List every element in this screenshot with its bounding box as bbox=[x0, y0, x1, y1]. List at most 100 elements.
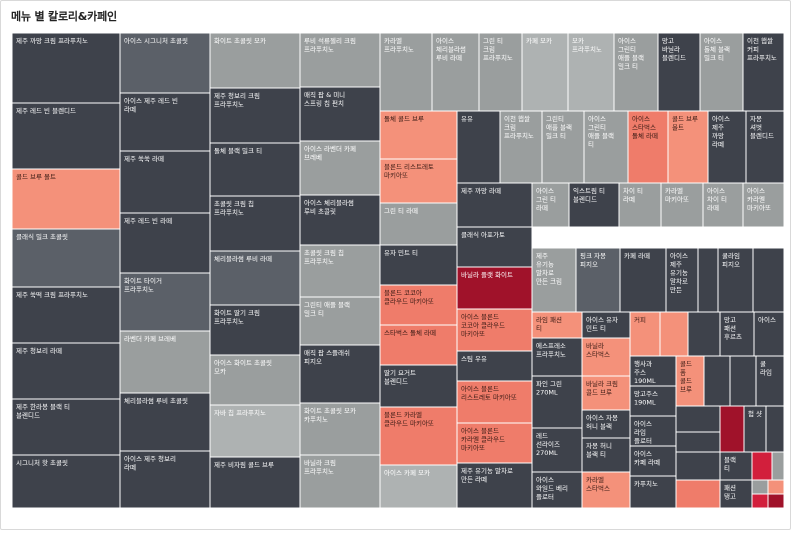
tile-rect[interactable] bbox=[531, 471, 583, 508]
tile-rect[interactable] bbox=[12, 102, 121, 170]
treemap-tile[interactable]: 카페 모카 bbox=[521, 33, 569, 112]
treemap-tile[interactable] bbox=[675, 431, 721, 453]
tile-rect[interactable] bbox=[456, 110, 501, 184]
treemap-tile[interactable]: 콜드 브루 몰트 bbox=[12, 168, 121, 230]
treemap-tile[interactable]: 파인 그린 270ML bbox=[531, 375, 583, 429]
tile-rect[interactable] bbox=[531, 311, 583, 339]
treemap-tile[interactable]: 블론드 리스트레토 마키아또 bbox=[379, 158, 458, 204]
treemap-tile[interactable]: 망고 패션 후르츠 bbox=[719, 311, 755, 357]
treemap-tile[interactable]: 시그니처 핫 초콜릿 bbox=[12, 454, 121, 508]
treemap-tile[interactable]: 매직 팝 스플래쉬 피지오 bbox=[299, 344, 381, 404]
treemap-tile[interactable] bbox=[687, 311, 721, 357]
tile-rect[interactable] bbox=[299, 86, 381, 142]
tile-rect[interactable] bbox=[581, 311, 631, 339]
treemap-tile[interactable]: 라임 패션 티 bbox=[531, 311, 583, 339]
tile-rect[interactable] bbox=[456, 350, 533, 382]
treemap-tile[interactable] bbox=[719, 405, 745, 453]
tile-rect[interactable] bbox=[581, 375, 631, 411]
treemap-tile[interactable]: 아이스 카페 모카 bbox=[379, 464, 458, 508]
treemap-tile[interactable]: 아이스 돌체 블랙 밀크 티 bbox=[699, 33, 744, 112]
tile-rect[interactable] bbox=[619, 247, 667, 313]
treemap-tile[interactable]: 블론드 코코아 클라우드 마키아또 bbox=[379, 284, 458, 326]
tile-rect[interactable] bbox=[12, 33, 121, 104]
treemap-tile[interactable]: 이천 햅쌀 크림 프라푸치노 bbox=[499, 110, 543, 184]
tile-rect[interactable] bbox=[581, 337, 631, 377]
tile-rect[interactable] bbox=[299, 296, 381, 346]
tile-rect[interactable] bbox=[209, 195, 301, 252]
treemap-tile[interactable]: 에스프레소 프라푸치노 bbox=[531, 337, 583, 377]
treemap-tile[interactable]: 유유 bbox=[456, 110, 501, 184]
treemap-tile[interactable]: 쿨 라임 bbox=[755, 355, 784, 407]
tile-rect[interactable] bbox=[771, 451, 784, 481]
treemap-tile[interactable]: 딸기 요거트 블렌디드 bbox=[379, 364, 458, 408]
tile-rect[interactable] bbox=[629, 415, 677, 447]
treemap-tile[interactable]: 제주 유기농 말차로 만든 크림 bbox=[531, 247, 577, 313]
treemap-tile[interactable]: 커피 bbox=[629, 311, 661, 357]
treemap-tile[interactable]: 아이스 체리블라썸 루비 라떼 bbox=[431, 33, 480, 112]
tile-rect[interactable] bbox=[629, 355, 677, 387]
treemap-tile[interactable]: 화이트 초콜릿 모카 카푸치노 bbox=[299, 402, 381, 456]
tile-rect[interactable] bbox=[687, 311, 721, 357]
tile-rect[interactable] bbox=[12, 398, 121, 456]
treemap-tile[interactable]: 아이스 화이트 초콜릿 모카 bbox=[209, 354, 301, 406]
treemap-tile[interactable]: 바닐라 크림 프라푸치노 bbox=[299, 454, 381, 508]
tile-rect[interactable] bbox=[12, 286, 121, 344]
tile-rect[interactable] bbox=[209, 404, 301, 458]
treemap-tile[interactable]: 카라멜 마키아또 bbox=[660, 182, 704, 228]
treemap-tile[interactable]: 블론드 카라멜 클라우드 마키아또 bbox=[379, 406, 458, 466]
tile-rect[interactable] bbox=[742, 182, 784, 228]
treemap-tile[interactable] bbox=[697, 247, 719, 313]
treemap-tile[interactable] bbox=[703, 355, 731, 407]
tile-rect[interactable] bbox=[659, 311, 689, 357]
tile-rect[interactable] bbox=[581, 471, 631, 508]
treemap-tile[interactable]: 화이트 초콜릿 모카 bbox=[209, 33, 301, 89]
treemap-tile[interactable]: 아이스 자몽 허니 블랙 bbox=[581, 409, 631, 439]
tile-rect[interactable] bbox=[765, 405, 784, 453]
treemap-tile[interactable]: 제주 까망 크림 프라푸치노 bbox=[12, 33, 121, 104]
tile-rect[interactable] bbox=[456, 308, 533, 352]
tile-rect[interactable] bbox=[379, 406, 458, 466]
treemap-tile[interactable] bbox=[675, 451, 721, 481]
treemap-tile[interactable]: 클래식 아포가토 bbox=[456, 226, 533, 268]
tile-rect[interactable] bbox=[675, 431, 721, 453]
tile-rect[interactable] bbox=[575, 247, 621, 313]
tile-rect[interactable] bbox=[629, 475, 677, 508]
treemap-tile[interactable]: 아이스 유자 민트 티 bbox=[581, 311, 631, 339]
tile-rect[interactable] bbox=[379, 324, 458, 366]
tile-rect[interactable] bbox=[702, 182, 744, 228]
treemap-tile[interactable]: 아이스 제주 유기농 말차로 만든 bbox=[665, 247, 699, 313]
tile-rect[interactable] bbox=[629, 311, 661, 357]
tile-rect[interactable] bbox=[531, 337, 583, 377]
treemap-tile[interactable]: 자몽 셔벗 블렌디드 bbox=[745, 110, 784, 184]
treemap-tile[interactable]: 스팀 우유 bbox=[456, 350, 533, 382]
treemap-tile[interactable]: 그린 티 크림 프라푸치노 bbox=[478, 33, 523, 112]
treemap-tile[interactable] bbox=[767, 479, 784, 495]
treemap-tile[interactable]: 카라멜 프라푸치노 bbox=[379, 33, 433, 112]
tile-rect[interactable] bbox=[660, 182, 704, 228]
treemap-tile[interactable]: 자바 칩 프라푸치노 bbox=[209, 404, 301, 458]
tile-rect[interactable] bbox=[767, 479, 784, 495]
tile-rect[interactable] bbox=[119, 92, 211, 152]
tile-rect[interactable] bbox=[627, 110, 669, 184]
treemap-tile[interactable]: 제주 유기농 말차로 만든 라떼 bbox=[456, 462, 533, 508]
treemap-tile[interactable]: 아이스 제주 레드 빈 라떼 bbox=[119, 92, 211, 152]
treemap-tile[interactable] bbox=[751, 451, 773, 481]
tile-rect[interactable] bbox=[751, 451, 773, 481]
tile-rect[interactable] bbox=[499, 110, 543, 184]
tile-rect[interactable] bbox=[12, 228, 121, 288]
treemap-tile[interactable]: 돌체 블랙 밀크 티 bbox=[209, 142, 301, 197]
treemap-tile[interactable]: 제주 한라봉 블랙 티 블렌디드 bbox=[12, 398, 121, 456]
tile-rect[interactable] bbox=[745, 110, 784, 184]
treemap-tile[interactable] bbox=[675, 405, 721, 433]
treemap-tile[interactable]: 라벤더 카페 브레베 bbox=[119, 330, 211, 394]
tile-rect[interactable] bbox=[719, 451, 753, 481]
tile-rect[interactable] bbox=[379, 364, 458, 408]
tile-rect[interactable] bbox=[209, 304, 301, 356]
tile-rect[interactable] bbox=[719, 311, 755, 357]
tile-rect[interactable] bbox=[697, 247, 719, 313]
tile-rect[interactable] bbox=[541, 110, 585, 184]
treemap-tile[interactable]: 체리블라썸 루비 초콜릿 bbox=[119, 392, 211, 452]
tile-rect[interactable] bbox=[767, 493, 784, 508]
treemap-tile[interactable]: 그린티 애플 블랙 밀크 티 bbox=[299, 296, 381, 346]
tile-rect[interactable] bbox=[531, 375, 583, 429]
